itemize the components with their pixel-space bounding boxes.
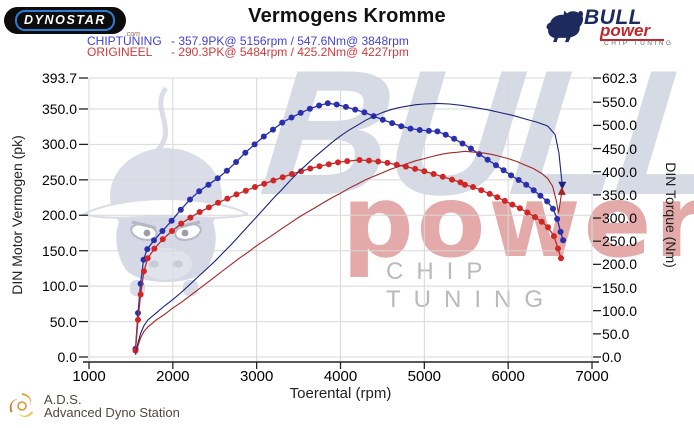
bull-word-watermark: BULL (253, 33, 694, 232)
y-left-tick-label: 50.0 (49, 313, 77, 330)
ads-name: Advanced Dyno Station (44, 405, 180, 420)
run-legend: CHIPTUNING - 357.9PK@ 5156rpm / 547.6Nm@ … (87, 34, 409, 59)
legend-chiptuning: CHIPTUNING - 357.9PK@ 5156rpm / 547.6Nm@ … (87, 34, 409, 48)
y-left-tick-label: 393.7 (41, 70, 77, 86)
y-right-tick-label: 450.0 (602, 140, 638, 157)
y-right-tick-label: 500.0 (602, 117, 638, 134)
x-tick-label: 7000 (575, 368, 609, 385)
page-title: Vermogens Kromme (248, 5, 446, 27)
bull-watermark (81, 86, 248, 296)
legend-origineel: ORIGINEEL - 290.3PK@ 5484rpm / 425.2Nm@ 4… (87, 45, 409, 59)
legend-chiptuning-label: CHIPTUNING (87, 34, 162, 48)
y-right-tick-label: 100.0 (602, 302, 638, 319)
y-right-tick-label: 602.3 (602, 70, 638, 86)
ads-footer: A.D.S. Advanced Dyno Station (8, 392, 180, 420)
x-axis-title: Toerental (rpm) (289, 385, 392, 402)
bull-icon (546, 10, 584, 43)
y-right-axis-title: DIN Torque (Nm) (663, 162, 679, 268)
y-right-tick-label: 250.0 (602, 233, 638, 250)
legend-origineel-label: ORIGINEEL (87, 45, 153, 59)
ads-abbr: A.D.S. (44, 392, 82, 407)
y-right-tick-label: 350.0 (602, 186, 638, 203)
legend-origineel-value: - 290.3PK@ 5484rpm / 425.2Nm@ 4227rpm (171, 45, 409, 59)
bullpower-logo: BULL power CHIP TUNING (542, 2, 688, 48)
x-tick-label: 4000 (323, 368, 358, 385)
y-right-tick-label: 0.0 (602, 349, 622, 365)
y-right-tick-label: 50.0 (602, 325, 630, 342)
bull-logo-text: BULL (584, 6, 642, 29)
legend-chiptuning-value: - 357.9PK@ 5156rpm / 547.6Nm@ 3848rpm (171, 34, 409, 48)
y-left-tick-label: 350.0 (41, 100, 77, 117)
power-logo-text: power (600, 22, 665, 41)
chip-tuning-logo-text: CHIP TUNING (604, 40, 674, 47)
dynostar-dotcom-label: .com (124, 31, 140, 38)
y-right-tick-label: 400.0 (602, 163, 638, 180)
x-tick-label: 6000 (491, 368, 525, 385)
power-word-watermark: power (342, 163, 694, 280)
x-tick-label: 2000 (156, 368, 190, 385)
x-tick-label: 3000 (239, 368, 274, 385)
y-right-tick-label: 300.0 (602, 210, 638, 227)
ads-swirl-icon (9, 393, 34, 418)
report-header: DYNOSTAR .com Vermogens Kromme CHIPTUNIN… (0, 0, 694, 60)
y-right-tick-label: 200.0 (602, 256, 638, 273)
dynostar-logo: DYNOSTAR .com (4, 7, 140, 38)
y-right-tick-label: 550.0 (602, 94, 638, 111)
dynostar-logo-text: DYNOSTAR (14, 10, 115, 31)
y-right-tick-label: 150.0 (602, 279, 638, 296)
y-left-tick-label: 0.0 (57, 349, 77, 365)
x-tick-label: 1000 (72, 368, 106, 385)
x-tick-label: 5000 (407, 368, 442, 385)
y-left-axis-title: DIN Motor Vermogen (pk) (9, 135, 25, 295)
chip-tuning-watermark: CHIP TUNING (386, 258, 556, 313)
